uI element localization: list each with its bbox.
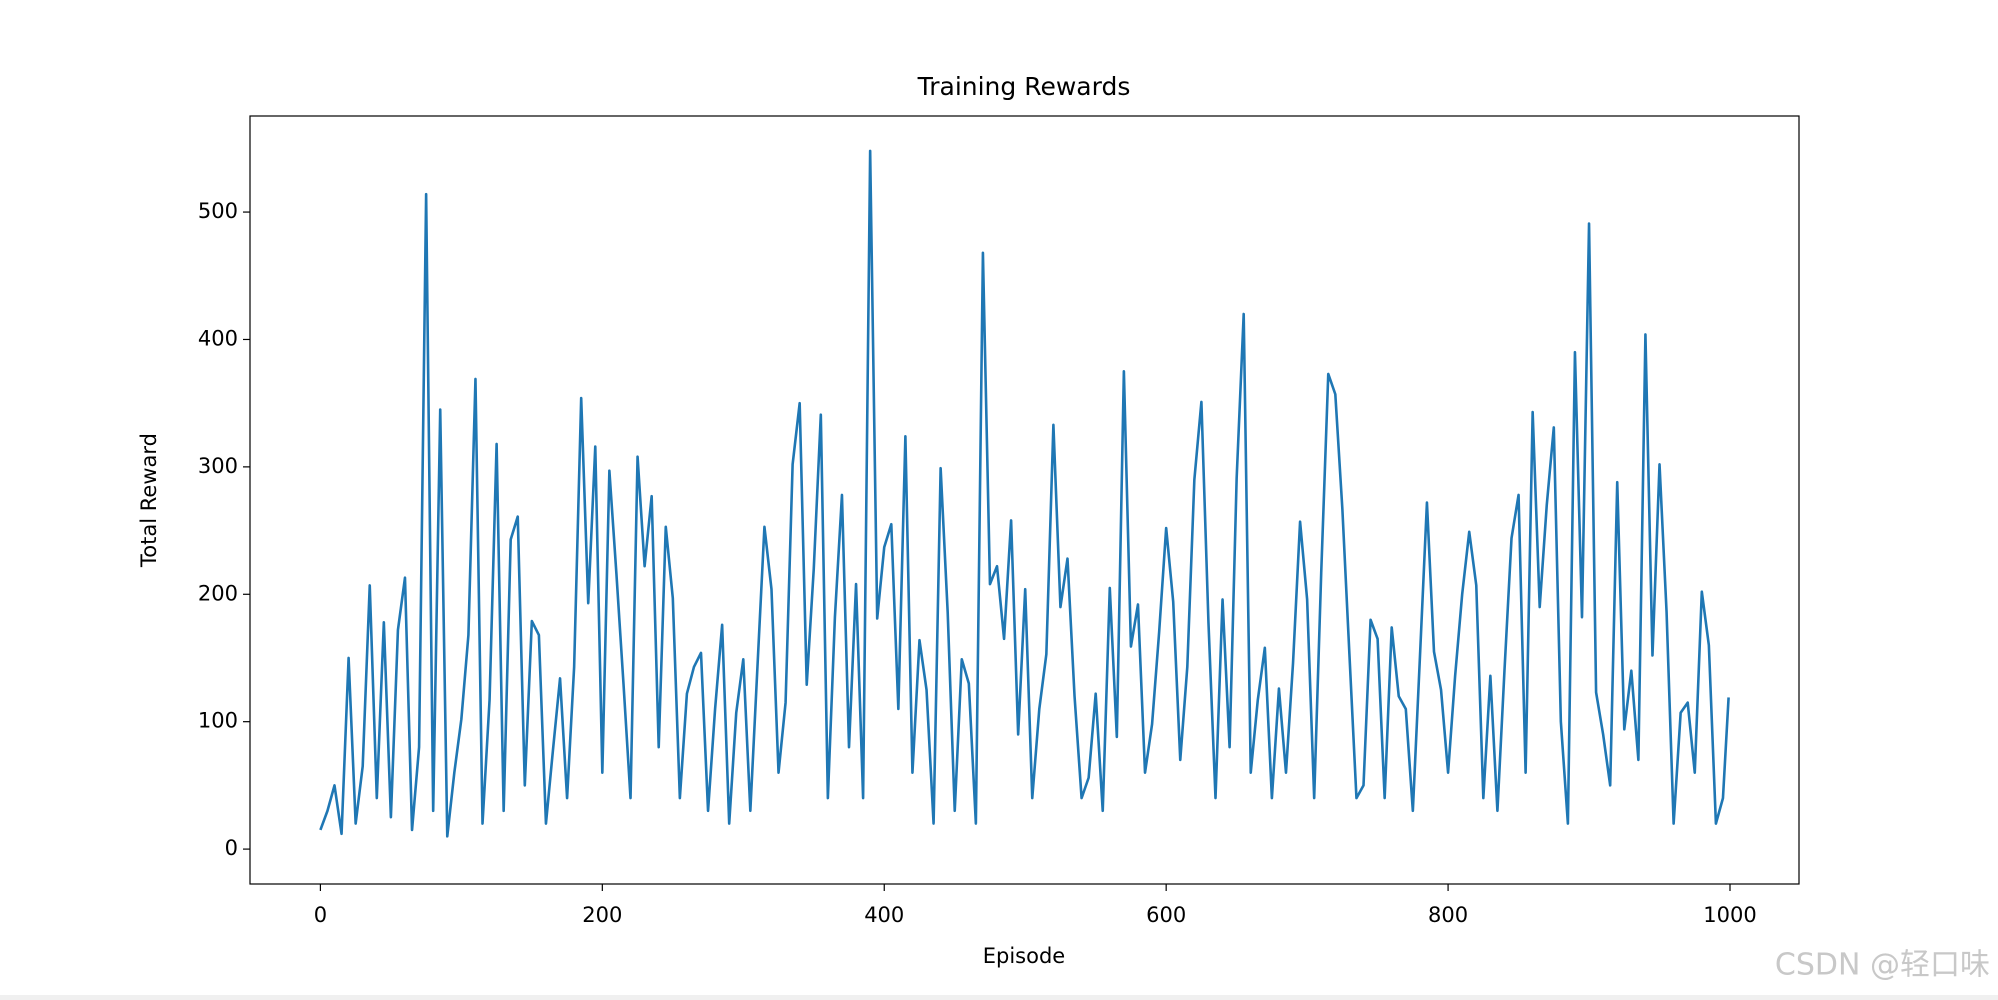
y-tick-label: 300 [198, 454, 238, 478]
x-tick-label: 600 [1146, 903, 1186, 927]
y-tick-label: 0 [225, 836, 238, 860]
y-tick-label: 400 [198, 326, 238, 350]
y-tick-label: 200 [198, 581, 238, 605]
x-tick-label: 1000 [1703, 903, 1756, 927]
x-tick-label: 400 [864, 903, 904, 927]
y-axis-label: Total Reward [137, 433, 161, 568]
x-axis-label: Episode [983, 944, 1065, 968]
chart-title: Training Rewards [917, 72, 1131, 101]
watermark: CSDN @轻口味 [1775, 948, 1990, 983]
data-line [319, 149, 1730, 838]
x-tick-label: 200 [582, 903, 622, 927]
y-tick-label: 100 [198, 709, 238, 733]
x-tick-label: 0 [314, 903, 327, 927]
y-tick-label: 500 [198, 199, 238, 223]
bottom-strip [0, 995, 1998, 1000]
x-tick-label: 800 [1428, 903, 1468, 927]
plot-frame [249, 115, 1800, 885]
